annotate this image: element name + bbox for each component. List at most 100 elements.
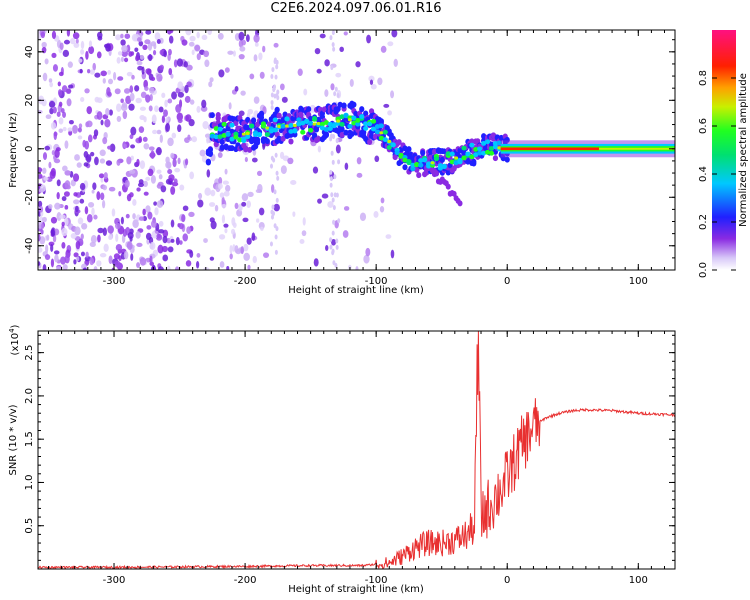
y-tick-label: 0.5	[24, 518, 35, 534]
noise-speckle	[390, 249, 395, 259]
noise-speckle	[256, 170, 263, 177]
noise-speckle	[82, 139, 87, 148]
ridge-blob	[207, 150, 213, 157]
ridge-core	[308, 120, 314, 126]
spectrogram-xlabel: Height of straight line (km)	[288, 285, 424, 296]
noise-speckle	[51, 229, 56, 237]
noise-speckle	[366, 34, 371, 44]
noise-speckle	[99, 149, 106, 157]
noise-speckle	[146, 225, 152, 230]
ridge-blob	[451, 190, 457, 197]
ridge-core	[363, 121, 369, 127]
noise-speckle	[148, 105, 153, 112]
noise-speckle	[152, 50, 157, 56]
noise-speckle	[149, 255, 153, 264]
noise-speckle	[91, 207, 95, 216]
noise-speckle	[269, 163, 273, 169]
y-tick-label: 0	[24, 146, 35, 152]
noise-speckle	[223, 190, 230, 197]
noise-speckle	[339, 46, 344, 52]
noise-speckle	[51, 30, 57, 40]
noise-speckle	[162, 235, 168, 244]
noise-speckle	[64, 180, 71, 189]
noise-speckle	[331, 42, 335, 48]
noise-speckle	[253, 34, 260, 43]
noise-speckle	[334, 86, 338, 92]
noise-speckle	[245, 34, 250, 42]
ridge-core	[327, 121, 333, 127]
noise-speckle	[254, 42, 259, 47]
noise-speckle	[148, 87, 155, 94]
ridge-core	[312, 122, 317, 126]
noise-speckle	[121, 102, 128, 108]
noise-speckle	[227, 50, 234, 55]
ridge-blob	[378, 118, 385, 125]
noise-speckle	[52, 106, 57, 114]
noise-speckle	[42, 167, 47, 174]
noise-speckle	[316, 68, 322, 74]
noise-speckle	[115, 233, 119, 242]
noise-speckle	[166, 30, 172, 35]
ridge-blob	[420, 149, 426, 156]
x-tick-label: -200	[234, 575, 257, 586]
noise-speckle	[87, 68, 91, 74]
ridge-core	[433, 156, 440, 162]
ridge-blob	[402, 145, 408, 152]
noise-speckle	[56, 212, 62, 221]
ridge-blob	[276, 112, 282, 119]
noise-speckle	[58, 128, 64, 133]
noise-speckle	[123, 88, 131, 94]
noise-speckle	[67, 127, 73, 132]
noise-speckle	[42, 152, 48, 160]
noise-speckle	[40, 31, 46, 39]
noise-speckle	[209, 77, 214, 83]
noise-speckle	[149, 94, 153, 102]
ridge-blob	[441, 148, 447, 155]
noise-speckle	[329, 35, 333, 41]
noise-speckle	[41, 41, 47, 48]
noise-speckle	[355, 266, 359, 270]
noise-speckle	[148, 54, 153, 62]
snr-scale-suffix: )	[10, 324, 21, 328]
ridge-core	[481, 150, 487, 156]
noise-speckle	[73, 199, 80, 205]
noise-speckle	[329, 244, 333, 250]
noise-speckle	[108, 234, 113, 240]
noise-speckle	[331, 197, 335, 203]
noise-speckle	[118, 255, 122, 261]
noise-speckle	[156, 129, 162, 135]
noise-speckle	[359, 212, 367, 222]
ridge-blob	[349, 131, 355, 138]
noise-speckle	[156, 169, 162, 174]
noise-speckle	[44, 145, 51, 151]
ridge-core	[374, 129, 381, 135]
noise-speckle	[272, 210, 276, 216]
noise-speckle	[73, 192, 78, 197]
noise-speckle	[138, 40, 144, 47]
noise-speckle	[275, 197, 279, 203]
y-tick-label: 40	[24, 45, 35, 58]
noise-speckle	[138, 216, 145, 221]
noise-speckle	[363, 254, 370, 264]
noise-speckle	[80, 251, 85, 257]
noise-speckle	[39, 205, 44, 213]
noise-speckle	[142, 208, 146, 216]
spectrogram-heatmap	[38, 30, 675, 270]
noise-speckle	[147, 168, 154, 177]
noise-speckle	[164, 99, 168, 108]
noise-speckle	[244, 157, 248, 163]
noise-speckle	[332, 205, 336, 211]
noise-speckle	[210, 220, 217, 230]
noise-speckle	[61, 227, 68, 237]
ridge-blob	[288, 138, 294, 145]
noise-speckle	[198, 192, 203, 200]
noise-speckle	[120, 98, 124, 104]
snr-axes: -300 -200 -100 0 100 0.5 1.0 1.5 2.0 2.5	[24, 331, 675, 586]
noise-speckle	[57, 81, 62, 87]
ridge-blob	[243, 145, 249, 152]
noise-speckle	[38, 246, 43, 253]
noise-speckle	[253, 96, 260, 104]
noise-speckle	[75, 240, 81, 250]
colorbar-label: Normalized spectral amplitude	[738, 73, 749, 227]
